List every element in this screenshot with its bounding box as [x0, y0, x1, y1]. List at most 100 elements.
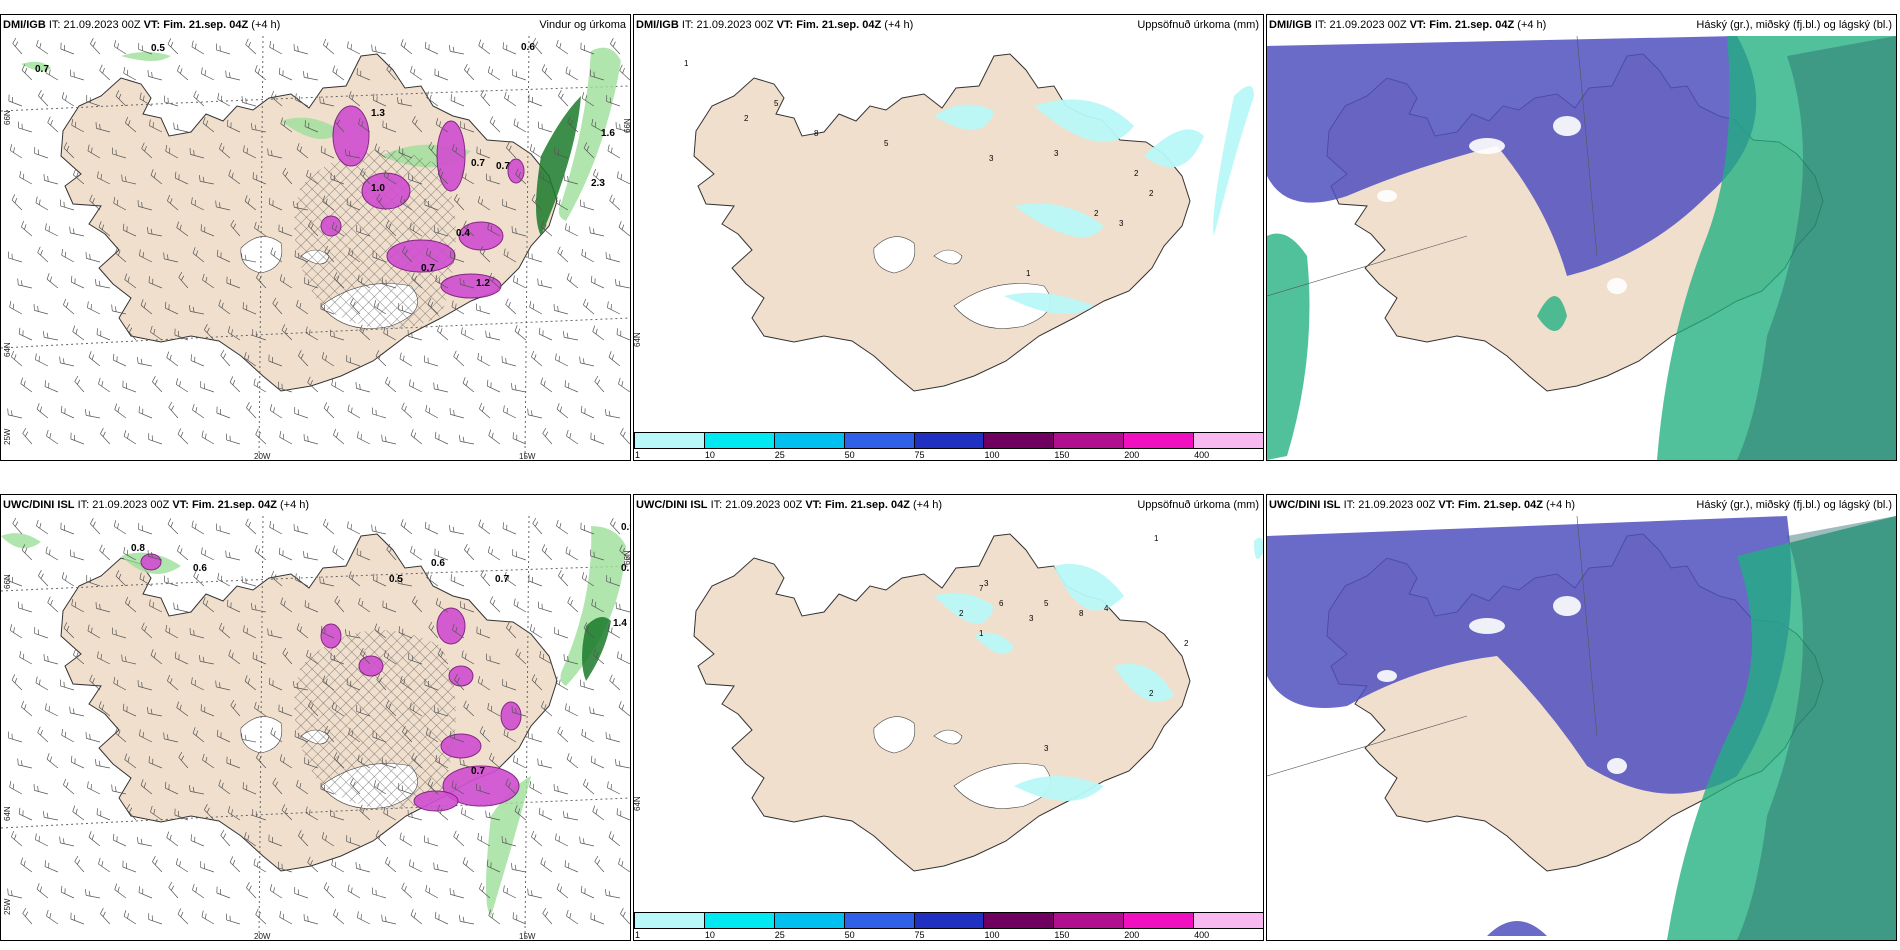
wind-barb-flag [348, 571, 352, 578]
wind-barb-flag [126, 803, 131, 810]
wind-barb-flag [506, 408, 508, 414]
wind-barb [513, 755, 527, 769]
wind-barb-flag [255, 811, 257, 817]
wind-barb [306, 169, 319, 185]
wind-barb-flag [357, 431, 359, 438]
colorbar: 1 10 25 50 75 100 150 200 400 [634, 432, 1263, 460]
wind-barb-flag [229, 376, 234, 383]
wind-barb-flag [402, 726, 406, 732]
wind-barb [556, 403, 569, 419]
wind-barb-flag [74, 855, 79, 862]
wind-barb-flag [38, 679, 41, 685]
colorbar-swatch [1053, 432, 1125, 449]
wind-barb-flag [230, 279, 231, 285]
wind-barb [372, 730, 387, 743]
wind-barb [592, 325, 605, 341]
wind-barb-flag [372, 730, 374, 738]
wind-barb-flag [516, 758, 518, 764]
wind-barb-flag [371, 44, 373, 51]
wind-barb-staff [450, 100, 465, 107]
wind-barb-flag [10, 890, 13, 896]
wind-barb-staff [502, 48, 517, 55]
wind-barb-staff [486, 179, 501, 185]
wind-barb-staff [528, 580, 543, 587]
wind-barb [553, 304, 569, 315]
wind-barb-flag [7, 888, 9, 895]
wind-barb [357, 754, 371, 769]
wind-barb [21, 544, 33, 561]
wind-barb-flag [167, 674, 171, 681]
wind-barb-flag [357, 754, 360, 761]
wind-barb [174, 808, 189, 821]
colorbar-swatch [773, 432, 845, 449]
wind-barb-staff [216, 892, 231, 899]
wind-barb [358, 117, 371, 133]
wind-barb [450, 731, 465, 743]
wind-barb-staff [372, 413, 387, 419]
wind-barb-flag [75, 328, 78, 335]
wind-barb-staff [255, 914, 267, 925]
wind-barb-flag [480, 355, 483, 362]
wind-barb-flag [462, 377, 466, 384]
wind-barb-staff [506, 147, 517, 159]
wind-barb-staff [216, 49, 231, 55]
wind-barb-flag [304, 120, 306, 127]
wind-barb-flag [49, 912, 52, 919]
wind-barb-staff [87, 787, 101, 795]
wind-barb-flag [8, 94, 10, 102]
wind-barb [242, 782, 257, 795]
wind-barb-flag [513, 118, 516, 125]
wind-barb [226, 599, 241, 613]
wind-barb-staff [165, 307, 179, 315]
wind-barb-staff [539, 656, 553, 665]
colorbar-swatch [983, 912, 1055, 929]
cloud-cover-map[interactable] [1267, 516, 1896, 940]
wind-barb-staff [558, 95, 569, 107]
wind-barb-flag [61, 92, 65, 99]
wind-barb-flag [331, 378, 334, 386]
wind-barb-flag [167, 577, 169, 584]
wind-precip-map[interactable]: 0.90.70.60.60.70.81.40.50.7 [1, 516, 630, 940]
wind-barb-flag [435, 754, 438, 762]
wind-barb-flag [247, 354, 250, 361]
wind-barb-staff [567, 122, 579, 133]
wind-barb-flag [205, 756, 208, 763]
wind-barb [293, 201, 308, 211]
wind-barb-flag [147, 550, 149, 557]
wind-barb-staff [11, 199, 23, 211]
wind-barb [199, 175, 214, 185]
wind-barb-staff [45, 709, 59, 717]
wind-barb-flag [427, 837, 429, 844]
wind-barb-staff [113, 202, 127, 211]
wind-barb-flag [113, 676, 116, 684]
wind-barb-staff [294, 687, 308, 691]
wind-barb [320, 782, 335, 795]
wind-barb-flag [268, 197, 271, 205]
precip-value-label: 1.4 [613, 618, 627, 629]
wind-barb-flag [204, 324, 208, 330]
wind-barb-staff [38, 95, 49, 107]
wind-barb-flag [299, 302, 302, 309]
wind-barb-staff [192, 889, 205, 899]
wind-barb-flag [583, 778, 587, 785]
init-time: 21.09.2023 00Z [725, 499, 803, 511]
wind-barb-flag [489, 752, 493, 759]
wind-barb-staff [503, 411, 517, 419]
wind-barb-staff [618, 706, 630, 717]
wind-barb-flag [195, 406, 198, 413]
wind-barb-staff [502, 685, 517, 691]
wind-barb-staff [44, 337, 58, 341]
wind-barb-staff [424, 204, 439, 211]
wind-barb-flag [323, 402, 328, 409]
wind-barb-flag [350, 200, 352, 207]
it-label: IT: [48, 19, 61, 31]
wind-barb-flag [517, 808, 521, 814]
cloud-cover-map[interactable] [1267, 36, 1896, 460]
wind-barb-flag [101, 860, 104, 867]
wind-precip-map[interactable]: 0.50.70.61.62.31.30.7 0.71.00.40.71.2 [1, 36, 630, 460]
wind-barb-flag [191, 197, 193, 204]
wind-barb-staff [514, 330, 527, 341]
wind-barb-staff [476, 152, 491, 159]
